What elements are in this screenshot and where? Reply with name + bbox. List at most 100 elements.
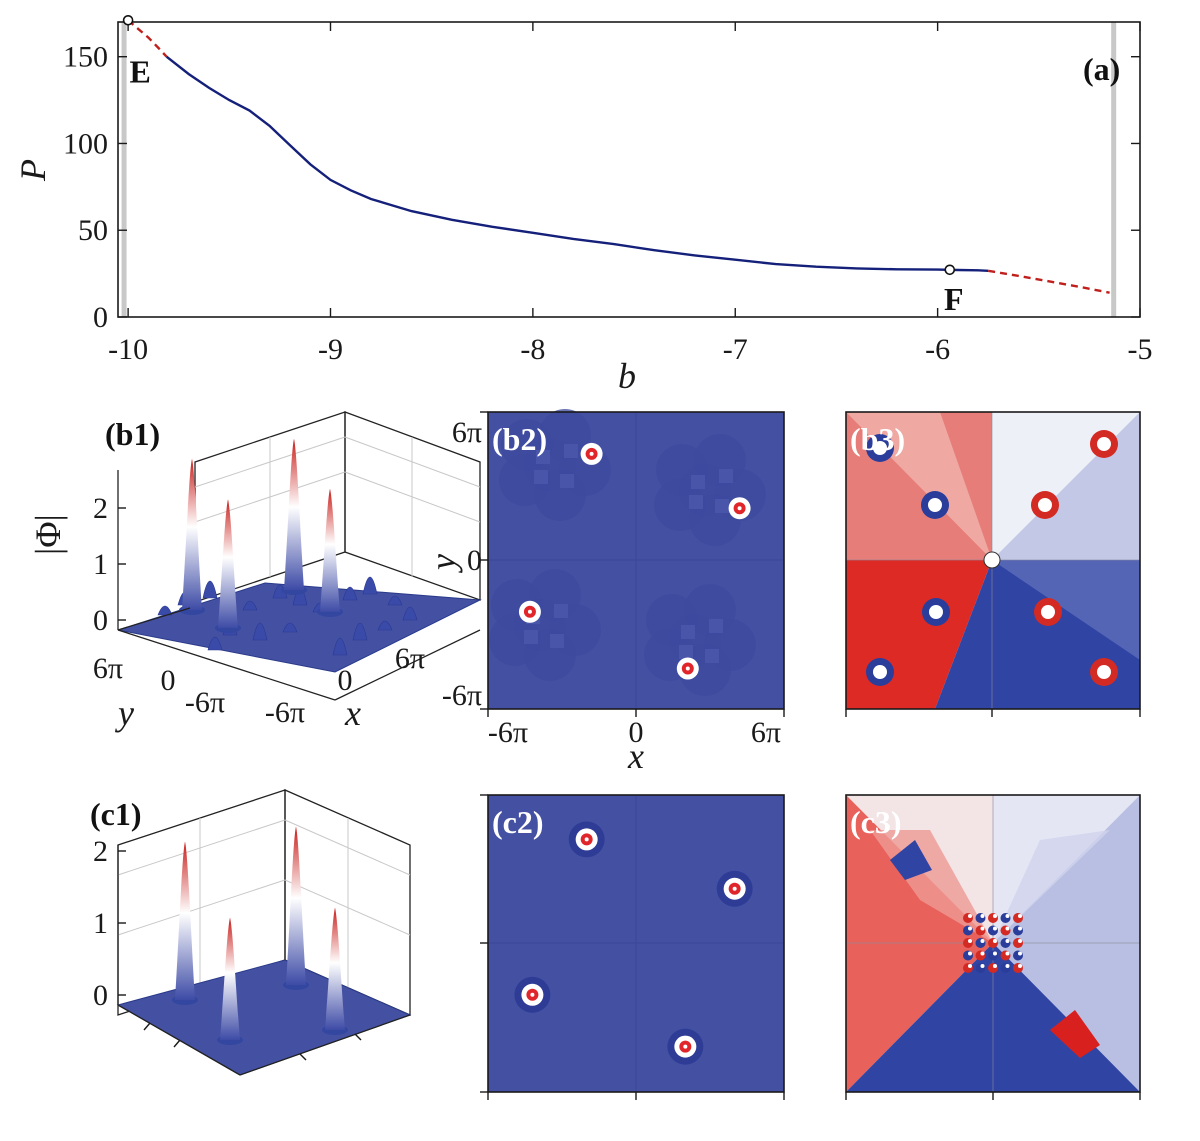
b1-bump-9 <box>387 595 403 606</box>
a-point-F <box>944 264 956 276</box>
c3-vortex-0-2 <box>963 938 973 948</box>
b2-spot-core-1 <box>737 506 742 511</box>
b1-ytick-label-2: -6π <box>185 686 225 719</box>
c3-vortex-core-4-4 <box>1018 964 1022 968</box>
panel-c1: 0 1 2 (c1) <box>90 789 412 1076</box>
a-series-2 <box>988 269 1110 294</box>
c3-vortex-1-0 <box>975 913 986 923</box>
b2-hole-3-3 <box>679 645 693 659</box>
a-point-E <box>122 14 134 26</box>
b1-xtick-label-0: -6π <box>265 696 305 729</box>
c3-vortex-core-1-0 <box>980 914 985 918</box>
c3-vortex-3-2 <box>1000 938 1011 948</box>
b3-ring-core-4 <box>929 605 943 619</box>
c3-vortex-core-2-4 <box>993 964 997 968</box>
b1-zlabel: |Φ| <box>28 514 68 555</box>
b2-spot-core-0 <box>589 451 594 456</box>
b3-ring-core-7 <box>1097 665 1111 679</box>
b2-xtick-label-0: -6π <box>488 716 528 749</box>
b3-panel-label: (b3) <box>850 421 905 457</box>
b2-spot-core-3 <box>685 666 690 671</box>
b2-hole-0-0 <box>536 450 550 464</box>
b3-ring-core-3 <box>1038 498 1052 512</box>
panel-c3: (c3) <box>845 794 1141 1100</box>
c3-vortex-0-3 <box>963 950 973 961</box>
b2-hole-0-2 <box>560 474 574 488</box>
b2-hole-1-1 <box>719 469 733 483</box>
a-series-1 <box>165 55 989 272</box>
c3-vortex-core-4-1 <box>1018 926 1022 931</box>
b1-ytick-label-1: 0 <box>161 664 176 697</box>
b3-ring-core-6 <box>873 665 887 679</box>
c3-vortex-2-3 <box>988 950 998 961</box>
c3-vortex-core-1-4 <box>980 964 985 968</box>
b1-ytick-label-0: 6π <box>93 652 123 685</box>
a-ytick-label-0: 0 <box>93 301 108 334</box>
b2-spot-core-2 <box>527 609 532 614</box>
c3-vortex-1-4 <box>975 963 986 973</box>
b2-hole-1-3 <box>689 495 703 509</box>
c2-spot-core-1 <box>732 886 737 891</box>
c3-vortex-core-0-0 <box>968 914 972 918</box>
b1-bump-8 <box>362 576 378 595</box>
c1-ztick-label-1: 1 <box>93 907 108 940</box>
c3-vortex-3-1 <box>1000 925 1011 936</box>
b1-bump-2 <box>202 580 218 599</box>
c3-vortex-0-0 <box>963 913 973 923</box>
b1-bump-16 <box>402 606 418 621</box>
c3-vortex-core-2-3 <box>993 951 997 956</box>
c1-panel-label: (c1) <box>90 796 142 832</box>
panel-b2: -6π 0 6π 6π 0 -6π (b2) x y <box>423 409 785 776</box>
b2-xtick-label-1: 0 <box>629 716 644 749</box>
c3-vortex-core-0-1 <box>968 926 972 931</box>
a-point-label-F: F <box>944 281 964 317</box>
c2-spot-core-2 <box>530 992 535 997</box>
c3-vortex-4-2 <box>1013 938 1023 948</box>
c3-vortex-core-1-2 <box>980 939 985 943</box>
b1-ztick-label-1: 1 <box>93 548 108 581</box>
c1-peak-0 <box>175 841 195 1000</box>
c3-panel-label: (c3) <box>850 804 902 840</box>
b2-ytick-label-2: -6π <box>442 679 482 712</box>
panel-b1: 0 1 2 |Φ| 6π 0 -6π -6π 0 6π y x (b1) <box>28 411 482 733</box>
b1-bump-14 <box>352 622 368 641</box>
b3-ring-core-1 <box>1097 437 1111 451</box>
c3-vortex-1-1 <box>975 925 986 936</box>
c1-ztick-label-2: 2 <box>93 835 108 868</box>
a-ytick-label-3: 150 <box>63 41 108 74</box>
a-xtick-label-4: -6 <box>925 333 950 366</box>
b2-hole-2-2 <box>550 634 564 648</box>
a-curves <box>128 22 1110 294</box>
c3-vortex-core-0-4 <box>968 964 972 968</box>
c3-vortex-0-1 <box>963 925 973 936</box>
b1-ztick-label-2: 2 <box>93 492 108 525</box>
c3-vortex-core-2-1 <box>993 926 997 931</box>
b1-xtick-label-2: 6π <box>395 642 425 675</box>
b2-hole-2-3 <box>524 630 538 644</box>
a-ytick-label-2: 100 <box>63 127 108 160</box>
c3-vortex-core-4-3 <box>1018 951 1022 956</box>
b2-ytick-label-1: 0 <box>467 544 482 577</box>
b2-hole-0-1 <box>564 444 578 458</box>
a-xlabel: b <box>618 356 636 396</box>
b1-bump-3 <box>242 600 258 611</box>
c3-vortex-2-1 <box>988 925 998 936</box>
c3-vortex-core-3-1 <box>1005 926 1010 931</box>
b1-peak-3 <box>320 488 340 612</box>
b2-ytick-label-0: 6π <box>452 416 482 449</box>
a-frame <box>117 21 1141 318</box>
b2-panel-label: (b2) <box>492 421 547 457</box>
b2-hole-1-2 <box>715 499 729 513</box>
c3-vortex-core-0-2 <box>968 939 972 943</box>
b2-hole-0-3 <box>534 470 548 484</box>
b1-bump-15 <box>377 620 393 631</box>
c3-vortex-2-4 <box>988 963 998 973</box>
b1-bump-11 <box>252 622 268 641</box>
c2-spot-core-0 <box>584 837 589 842</box>
c2-spot-core-3 <box>683 1044 688 1049</box>
c3-vortex-4-1 <box>1013 925 1023 936</box>
c3-vortex-core-2-0 <box>993 914 997 918</box>
b2-hole-1-0 <box>691 475 705 489</box>
b1-peak-1 <box>218 499 238 628</box>
